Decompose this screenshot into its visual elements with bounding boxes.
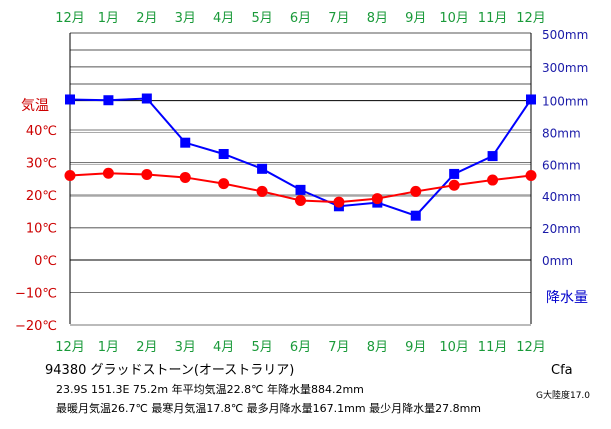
month-label-top: 9月 xyxy=(405,11,426,26)
temperature-point xyxy=(333,196,345,208)
precipitation-tick-label: 20mm xyxy=(542,222,581,236)
temperature-point xyxy=(256,185,268,197)
precipitation-point xyxy=(526,94,536,105)
month-label-top: 11月 xyxy=(478,11,508,26)
month-label-top: 6月 xyxy=(290,11,311,26)
month-label-top: 12月 xyxy=(516,11,546,26)
temperature-tick-label: 0℃ xyxy=(34,254,57,269)
precipitation-point xyxy=(103,95,114,106)
temperature-point xyxy=(295,195,306,207)
precipitation-tick-label: 500mm xyxy=(542,28,588,42)
precipitation-tick-label: 300mm xyxy=(542,61,588,75)
temperature-tick-label: −10℃ xyxy=(15,287,57,302)
temperature-tick-label: 40℃ xyxy=(26,124,57,139)
precipitation-point xyxy=(295,184,306,195)
month-label-bottom: 2月 xyxy=(136,340,157,355)
month-label-bottom: 12月 xyxy=(55,340,85,355)
month-label-bottom: 7月 xyxy=(328,340,349,355)
precipitation-point xyxy=(180,137,191,148)
precipitation-axis-label: 降水量 xyxy=(546,290,588,306)
month-label-bottom: 5月 xyxy=(251,340,272,355)
month-label-top: 1月 xyxy=(98,11,119,26)
precipitation-point xyxy=(487,151,498,162)
precipitation-point xyxy=(257,163,268,174)
temperature-point xyxy=(102,167,114,179)
month-label-bottom: 6月 xyxy=(290,340,311,355)
temperature-point xyxy=(64,170,76,181)
temperature-tick-label: 10℃ xyxy=(26,222,57,237)
month-label-top: 2月 xyxy=(136,11,157,26)
month-label-bottom: 10月 xyxy=(439,340,469,355)
month-label-bottom: 11月 xyxy=(478,340,508,355)
temperature-axis-label: 気温 xyxy=(21,98,49,114)
temperature-tick-label: −20℃ xyxy=(15,319,57,334)
month-label-bottom: 12月 xyxy=(516,340,546,355)
station-name: 94380 グラッドストーン(オーストラリア) xyxy=(45,363,295,378)
precipitation-tick-label: 60mm xyxy=(542,158,581,172)
precipitation-tick-label: 100mm xyxy=(542,95,588,109)
month-label-bottom: 4月 xyxy=(213,340,234,355)
precipitation-point xyxy=(218,148,229,159)
precipitation-point xyxy=(65,94,75,105)
month-label-top: 8月 xyxy=(367,11,388,26)
temperature-point xyxy=(448,179,460,191)
month-label-top: 4月 xyxy=(213,11,234,26)
month-label-top: 12月 xyxy=(55,11,85,26)
precipitation-point xyxy=(141,93,152,104)
temperature-point xyxy=(218,178,230,190)
month-label-top: 7月 xyxy=(328,11,349,26)
month-label-top: 3月 xyxy=(175,11,196,26)
climate-code: Cfa xyxy=(551,363,573,378)
precipitation-point xyxy=(449,168,460,179)
temperature-tick-label: 20℃ xyxy=(26,189,57,204)
month-label-bottom: 1月 xyxy=(98,340,119,355)
month-label-bottom: 3月 xyxy=(175,340,196,355)
precipitation-tick-label: 80mm xyxy=(542,126,581,140)
temperature-tick-label: 30℃ xyxy=(26,157,57,172)
continentality-index: G大陸度17.0 xyxy=(536,391,591,401)
temperature-point xyxy=(525,170,537,181)
temperature-point xyxy=(487,174,499,186)
station-stats-line1: 23.9S 151.3E 75.2m 年平均気温22.8℃ 年降水量884.2m… xyxy=(56,383,364,396)
month-label-bottom: 8月 xyxy=(367,340,388,355)
temperature-point xyxy=(410,185,422,197)
month-label-top: 5月 xyxy=(251,11,272,26)
precipitation-tick-label: 40mm xyxy=(542,190,581,204)
precipitation-tick-label: 0mm xyxy=(542,254,573,268)
month-label-bottom: 9月 xyxy=(405,340,426,355)
temperature-point xyxy=(141,169,153,181)
station-stats-line2: 最暖月気温26.7℃ 最寒月気温17.8℃ 最多月降水量167.1mm 最少月降… xyxy=(56,402,482,415)
temperature-point xyxy=(371,193,383,205)
temperature-point xyxy=(179,171,191,183)
precipitation-point xyxy=(410,210,421,221)
month-label-top: 10月 xyxy=(439,11,469,26)
